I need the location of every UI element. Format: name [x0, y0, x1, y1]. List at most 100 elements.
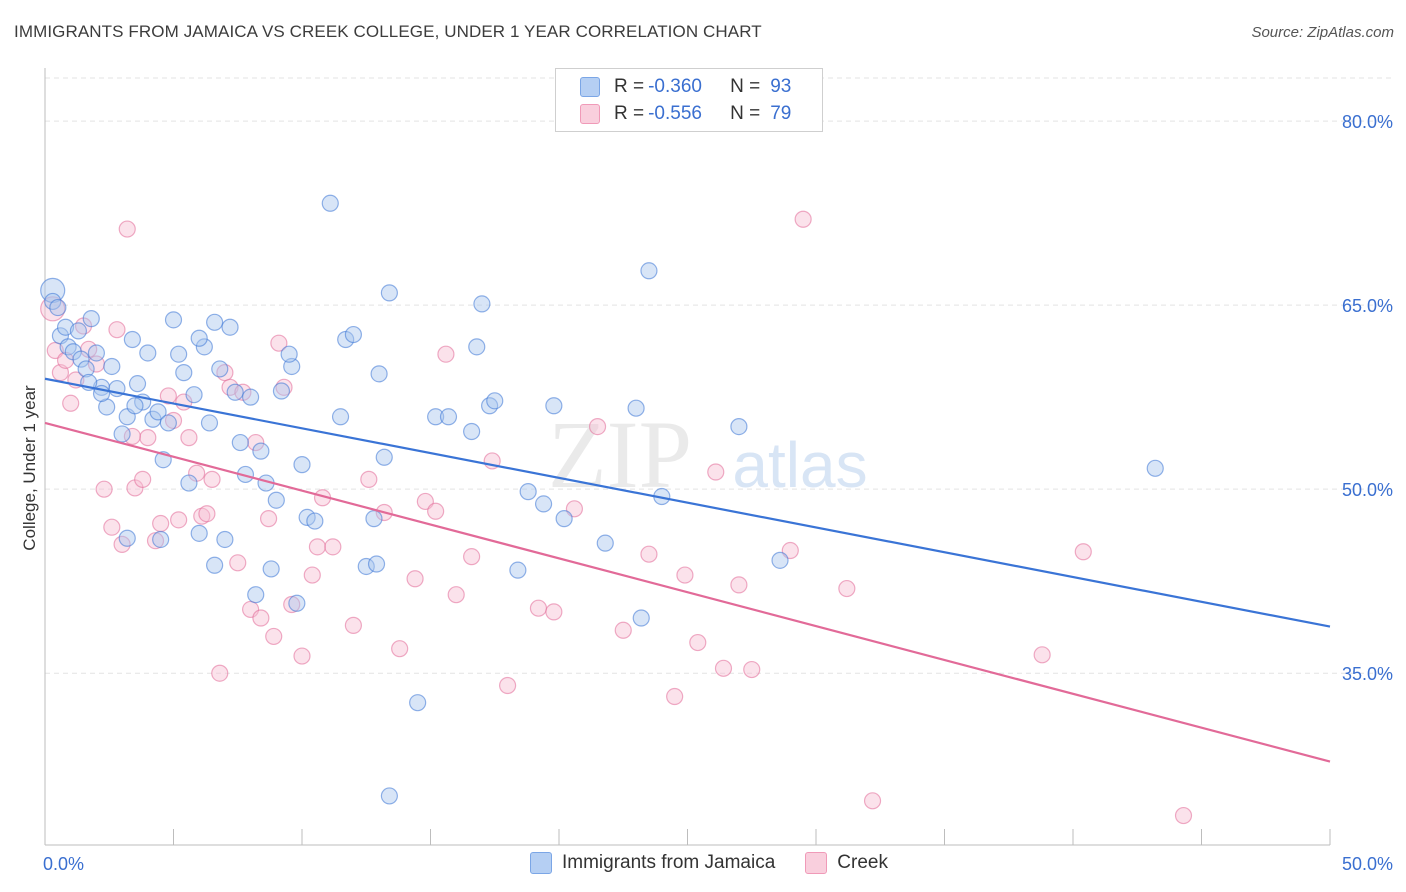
- jamaica-point: [128, 375, 147, 393]
- creek-point: [159, 387, 177, 405]
- creek-point: [640, 545, 658, 563]
- legend-swatch-creek: [805, 852, 828, 874]
- jamaica-point: [771, 551, 789, 569]
- creek-point: [259, 510, 278, 528]
- jamaica-point: [226, 383, 244, 401]
- y-tick-label: 50.0%: [1342, 480, 1393, 500]
- jamaica-trend-line: [44, 377, 1331, 628]
- jamaica-point: [306, 512, 324, 530]
- creek-point: [707, 463, 725, 481]
- jamaica-point: [293, 456, 311, 474]
- jamaica-point: [252, 442, 270, 460]
- jamaica-point: [596, 534, 614, 552]
- jamaica-point: [206, 556, 224, 574]
- creek-point: [103, 518, 121, 536]
- jamaica-point: [185, 386, 203, 404]
- jamaica-point: [69, 322, 88, 340]
- gridlines: [45, 77, 1395, 674]
- jamaica-point: [375, 448, 393, 466]
- creek-point: [437, 345, 455, 363]
- jamaica-point: [216, 530, 234, 549]
- jamaica-points: [40, 194, 1164, 805]
- jamaica-point: [463, 422, 481, 441]
- jamaica-point: [545, 397, 563, 415]
- creek-point: [666, 687, 684, 706]
- creek-point: [588, 417, 607, 436]
- creek-point: [360, 470, 378, 488]
- trend-lines: [44, 377, 1331, 763]
- jamaica-point: [242, 388, 260, 406]
- jamaica-point: [272, 382, 291, 400]
- x-tick-label: 50.0%: [1342, 854, 1393, 874]
- jamaica-point: [439, 408, 458, 426]
- jamaica-point: [262, 560, 280, 578]
- jamaica-point: [730, 417, 748, 436]
- creek-point: [406, 570, 424, 588]
- creek-point: [529, 599, 548, 617]
- legend-swatch-jamaica: [580, 77, 600, 97]
- jamaica-point: [380, 787, 398, 805]
- legend-row-jamaica: R = -0.360 N = 93: [580, 75, 791, 99]
- creek-point: [730, 576, 748, 594]
- creek-point: [123, 427, 141, 446]
- jamaica-point: [1146, 459, 1164, 477]
- jamaica-point: [367, 555, 386, 573]
- creek-trend-line: [44, 421, 1331, 763]
- creek-point: [139, 429, 157, 447]
- jamaica-point: [365, 510, 383, 528]
- jamaica-point: [280, 345, 298, 363]
- y-axis-label: College, Under 1 year: [20, 385, 39, 551]
- legend-item-creek: Creek: [805, 852, 888, 874]
- creek-point: [447, 586, 465, 604]
- jamaica-point: [126, 397, 144, 415]
- jamaica-point: [175, 364, 193, 382]
- creek-point: [1033, 646, 1051, 664]
- jamaica-point: [267, 491, 285, 509]
- jamaica-point: [164, 311, 183, 329]
- source-credit: Source: ZipAtlas.com: [1251, 24, 1394, 41]
- jamaica-point: [170, 345, 188, 363]
- creek-point: [221, 378, 239, 396]
- jamaica-point: [357, 557, 375, 576]
- creek-point: [303, 566, 321, 584]
- creek-point: [344, 616, 362, 634]
- creek-point: [152, 514, 170, 533]
- creek-points: [40, 210, 1193, 825]
- stats-legend: R = -0.360 N = 93 R = -0.556 N = 79: [555, 68, 823, 132]
- jamaica-point: [534, 495, 553, 513]
- creek-point: [499, 676, 517, 695]
- legend-r-label: R =: [614, 103, 645, 124]
- creek-point: [265, 627, 283, 646]
- jamaica-point: [640, 262, 658, 280]
- creek-point: [1074, 543, 1092, 561]
- jamaica-point: [211, 360, 229, 378]
- legend-label-creek: Creek: [837, 852, 888, 873]
- jamaica-point: [139, 344, 157, 362]
- creek-point: [170, 511, 188, 529]
- jamaica-point: [152, 530, 170, 549]
- creek-point: [134, 470, 152, 488]
- creek-point: [180, 429, 198, 447]
- jamaica-point: [509, 561, 527, 579]
- y-tick-label: 80.0%: [1342, 112, 1393, 132]
- jamaica-point: [149, 403, 167, 421]
- jamaica-point: [627, 399, 645, 417]
- y-tick-label: 35.0%: [1342, 664, 1393, 684]
- jamaica-point: [481, 397, 499, 415]
- creek-point: [614, 621, 632, 639]
- legend-row-creek: R = -0.556 N = 79: [580, 102, 791, 126]
- jamaica-point: [180, 474, 198, 492]
- jamaica-point: [486, 392, 504, 410]
- jamaica-point: [288, 594, 306, 612]
- jamaica-point: [221, 318, 239, 336]
- series-legend: Immigrants from Jamaica Creek: [530, 852, 918, 874]
- jamaica-point: [49, 298, 67, 317]
- creek-point: [118, 220, 136, 238]
- legend-r-value: -0.360: [648, 76, 702, 97]
- jamaica-point: [321, 194, 339, 212]
- jamaica-point: [519, 483, 537, 501]
- jamaica-point: [247, 586, 265, 604]
- x-tick-label: 0.0%: [43, 854, 84, 874]
- legend-n-label: N =: [730, 76, 761, 97]
